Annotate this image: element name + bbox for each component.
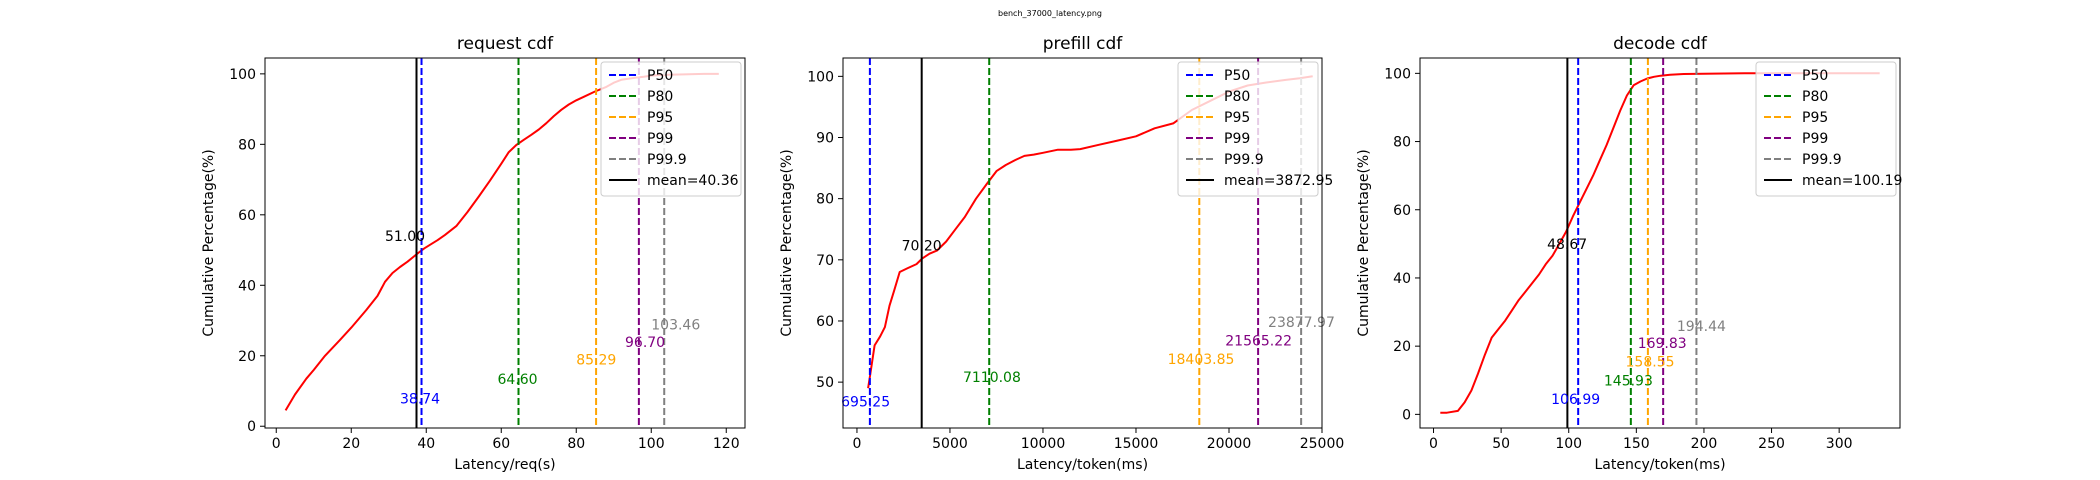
legend-entry: mean=3872.95	[1224, 173, 1333, 189]
x-tick-label: 300	[1826, 436, 1853, 452]
percentile-value-label: 158.55	[1626, 355, 1675, 371]
legend-entry: mean=40.36	[647, 173, 739, 189]
legend-entry: P50	[1224, 68, 1250, 84]
y-tick-label: 90	[816, 131, 834, 147]
x-tick-label: 60	[492, 436, 510, 452]
y-axis-label: Cumulative Percentage(%)	[1356, 149, 1372, 336]
y-axis-label: Cumulative Percentage(%)	[779, 149, 795, 336]
y-tick-label: 100	[1384, 66, 1411, 82]
percentile-value-label: 64.60	[498, 372, 538, 388]
percentile-value-label: 695.25	[841, 395, 890, 411]
x-tick-label: 20	[342, 436, 360, 452]
mean-annotation: 48.67	[1547, 237, 1587, 253]
x-tick-label: 150	[1623, 436, 1650, 452]
legend-entry: P95	[1224, 110, 1250, 126]
x-tick-label: 50	[1492, 436, 1510, 452]
y-tick-label: 40	[238, 278, 256, 294]
y-tick-label: 0	[247, 419, 256, 435]
figure-title: bench_37000_latency.png	[998, 9, 1102, 18]
percentile-value-label: 7110.08	[963, 370, 1021, 386]
x-tick-label: 100	[638, 436, 665, 452]
legend-entry: P50	[1802, 68, 1828, 84]
axes-frame	[1419, 57, 1901, 429]
y-tick-label: 20	[238, 349, 256, 365]
y-tick-label: 60	[1393, 203, 1411, 219]
percentile-value-label: 23877.97	[1268, 315, 1335, 331]
legend-entry: P80	[647, 89, 673, 105]
legend-entry: P80	[1224, 89, 1250, 105]
x-tick-label: 0	[1429, 436, 1438, 452]
percentile-value-label: 96.70	[625, 335, 665, 351]
x-tick-label: 200	[1691, 436, 1718, 452]
x-tick-label: 100	[1555, 436, 1582, 452]
y-axis-label: Cumulative Percentage(%)	[201, 149, 217, 336]
plot-area	[1440, 58, 1880, 428]
axes-frame	[264, 57, 746, 429]
percentile-value-label: 18403.85	[1168, 352, 1235, 368]
percentile-value-label: 169.83	[1638, 336, 1687, 352]
legend-entry: P95	[1802, 110, 1828, 126]
x-tick-label: 250	[1758, 436, 1785, 452]
legend: P50 P80 P95 P99 P99.9 mean=40.36	[600, 61, 742, 197]
y-tick-label: 60	[816, 314, 834, 330]
cdf-line	[1440, 72, 1880, 414]
y-tick-label: 80	[816, 192, 834, 208]
legend-entry: P99	[1224, 131, 1250, 147]
legend-entry: P50	[647, 68, 673, 84]
percentile-value-label: 103.46	[651, 317, 700, 333]
legend: P50 P80 P95 P99 P99.9 mean=100.19	[1755, 61, 1902, 197]
y-tick-label: 100	[807, 69, 834, 85]
x-tick-label: 0	[852, 436, 861, 452]
x-axis-label: Latency/req(s)	[454, 457, 555, 473]
y-tick-label: 0	[1402, 407, 1411, 423]
x-tick-label: 10000	[1021, 436, 1066, 452]
mean-annotation: 51.00	[385, 229, 425, 245]
percentile-value-label: 106.99	[1551, 392, 1600, 408]
chart-title: request cdf	[457, 34, 554, 54]
y-tick-label: 40	[1393, 271, 1411, 287]
legend: P50 P80 P95 P99 P99.9 mean=3872.95	[1177, 61, 1333, 197]
x-tick-label: 120	[713, 436, 740, 452]
x-axis-label: Latency/token(ms)	[1017, 457, 1148, 473]
legend-entry: P99.9	[1224, 152, 1264, 168]
chart-panel-2: prefill cdf 695.25 7110.08 18403.85 21565.22…	[779, 34, 1344, 473]
y-tick-label: 80	[1393, 135, 1411, 151]
x-axis-label: Latency/token(ms)	[1594, 457, 1725, 473]
legend-entry: P95	[647, 110, 673, 126]
percentile-value-label: 194.44	[1677, 319, 1726, 335]
y-tick-label: 80	[238, 137, 256, 153]
x-tick-label: 15000	[1114, 436, 1159, 452]
legend-entry: P99.9	[647, 152, 687, 168]
legend-entry: P99	[1802, 131, 1828, 147]
axes-frame	[842, 57, 1323, 429]
y-tick-label: 60	[238, 208, 256, 224]
legend-entry: P80	[1802, 89, 1828, 105]
percentile-value-label: 85.29	[576, 353, 616, 369]
chart-panel-1: request cdf 38.74 64.60 85.29 96.70 103.46 51.…	[201, 34, 746, 473]
mean-annotation: 70.20	[902, 239, 942, 255]
chart-title: prefill cdf	[1043, 34, 1124, 54]
legend-entry: mean=100.19	[1802, 173, 1902, 189]
chart-title: decode cdf	[1613, 34, 1708, 54]
x-tick-label: 5000	[932, 436, 968, 452]
percentile-value-label: 21565.22	[1225, 333, 1292, 349]
x-tick-label: 80	[567, 436, 585, 452]
y-tick-label: 100	[229, 67, 256, 83]
legend-entry: P99	[647, 131, 673, 147]
x-tick-label: 25000	[1300, 436, 1345, 452]
x-tick-label: 0	[272, 436, 281, 452]
x-tick-label: 40	[417, 436, 435, 452]
y-tick-label: 70	[816, 253, 834, 269]
legend-entry: P99.9	[1802, 152, 1842, 168]
x-tick-label: 20000	[1207, 436, 1252, 452]
y-tick-label: 50	[816, 375, 834, 391]
percentile-value-label: 145.93	[1604, 373, 1653, 389]
percentile-value-label: 38.74	[400, 391, 440, 407]
y-tick-label: 20	[1393, 339, 1411, 355]
